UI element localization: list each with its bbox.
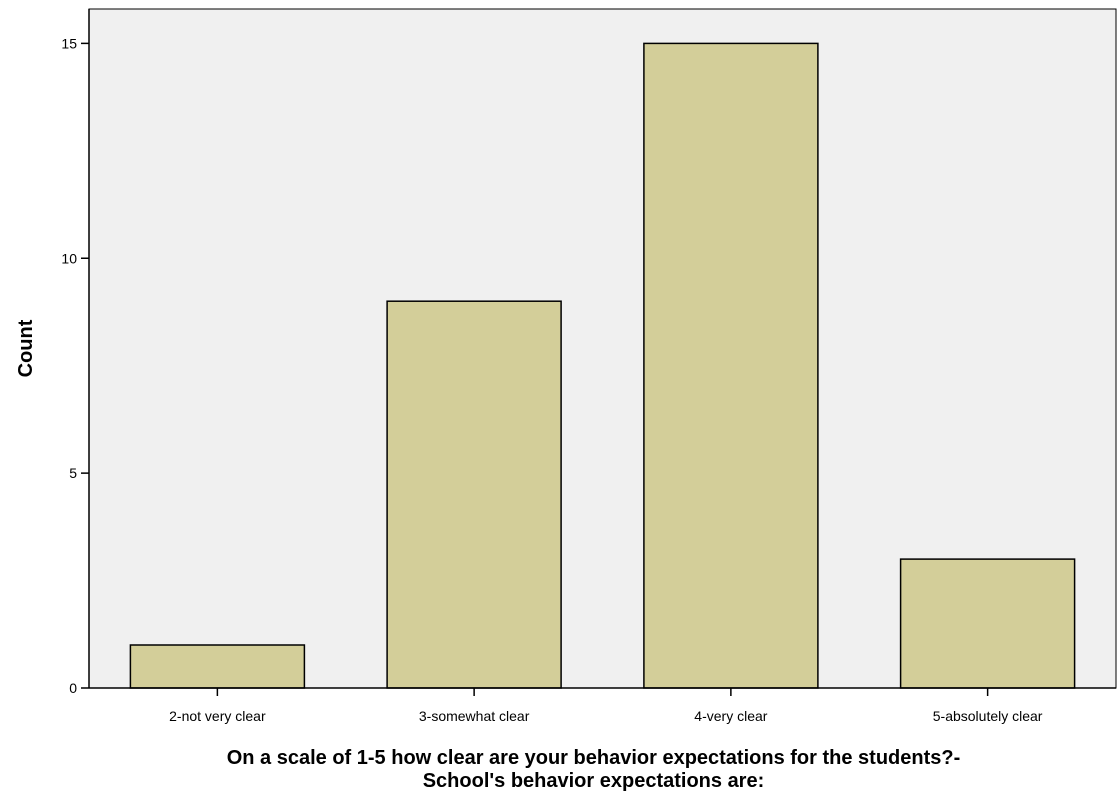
bar-1 <box>129 644 306 689</box>
bars-group <box>129 42 1076 689</box>
x-tick-label-4: 5-absolutely clear <box>933 708 1043 724</box>
axes-group <box>88 9 1116 689</box>
x-tick-label-3: 4-very clear <box>694 708 767 724</box>
y-ticks-group: 0 5 10 15 <box>61 35 89 696</box>
x-tick-label-1: 2-not very clear <box>169 708 266 724</box>
x-ticks-group: 2-not very clear 3-somewhat clear 4-very c… <box>169 688 1043 724</box>
y-axis-title: Count <box>15 319 37 377</box>
bar-3 <box>643 42 819 689</box>
y-tick-label-15: 15 <box>61 35 77 51</box>
bar-4 <box>899 558 1076 689</box>
x-tick-label-2: 3-somewhat clear <box>419 708 530 724</box>
x-axis-title-line-1: On a scale of 1-5 how clear are your beh… <box>227 747 961 769</box>
y-tick-label-10: 10 <box>61 250 77 266</box>
x-axis-title-line-2: School's behavior expectations are: <box>423 770 765 792</box>
y-tick-label-5: 5 <box>69 465 77 481</box>
y-tick-label-0: 0 <box>69 680 77 696</box>
bar-2 <box>386 300 562 689</box>
